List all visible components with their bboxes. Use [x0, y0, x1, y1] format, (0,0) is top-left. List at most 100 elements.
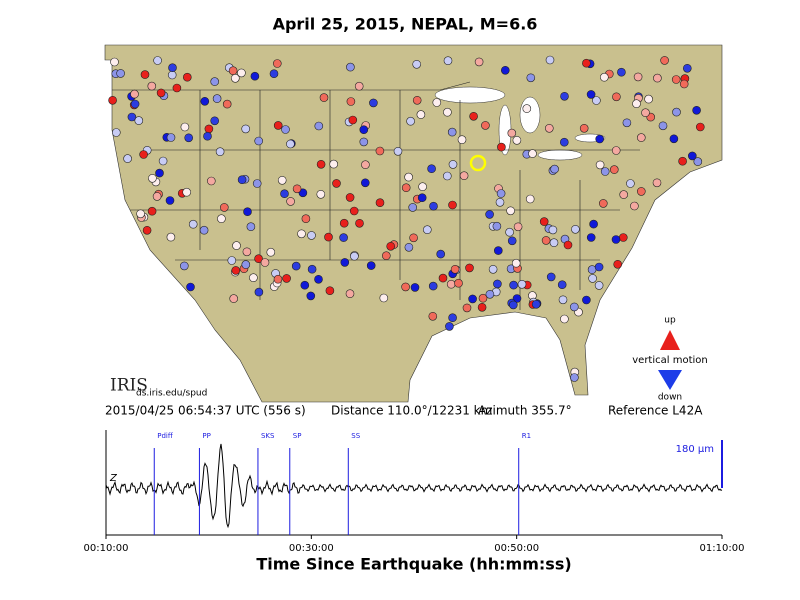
station: [324, 232, 333, 242]
station: [237, 68, 246, 78]
station: [241, 260, 251, 269]
station: [406, 116, 415, 126]
station: [329, 159, 339, 169]
station: [147, 206, 157, 216]
phase-label: SP: [293, 432, 302, 440]
station: [340, 258, 350, 267]
station: [599, 72, 609, 82]
station: [511, 258, 521, 268]
station: [404, 172, 413, 182]
station: [442, 171, 452, 181]
x-tick-label: 00:50:00: [494, 543, 539, 554]
station: [488, 264, 498, 274]
station: [481, 121, 490, 130]
station: [448, 200, 457, 210]
station: [232, 241, 241, 250]
station: [381, 251, 391, 260]
station: [204, 124, 214, 134]
station: [345, 193, 355, 202]
station: [429, 201, 438, 211]
station: [653, 73, 662, 83]
reference: Reference L42A: [608, 404, 703, 418]
station: [563, 240, 573, 250]
station: [412, 60, 422, 69]
station: [546, 272, 556, 282]
land: [104, 44, 723, 403]
azimuth: Azimuth 355.7°: [478, 404, 572, 418]
legend-up: up: [664, 316, 676, 326]
station: [548, 225, 558, 235]
phase-label: R1: [522, 432, 531, 440]
station: [249, 273, 258, 283]
station: [158, 156, 168, 166]
station: [286, 197, 295, 206]
station: [306, 291, 316, 301]
x-axis-label: Time Since Earthquake (hh:mm:ss): [256, 555, 571, 574]
station: [446, 279, 456, 289]
station: [418, 182, 427, 191]
station: [474, 57, 484, 67]
station: [465, 263, 474, 273]
station: [443, 56, 453, 66]
station: [148, 174, 157, 183]
station: [165, 196, 175, 205]
station: [401, 183, 411, 192]
station: [478, 293, 488, 303]
station: [622, 118, 632, 128]
station: [422, 225, 432, 234]
station: [505, 227, 514, 237]
station: [539, 217, 549, 226]
station: [695, 122, 705, 132]
station: [644, 94, 653, 104]
logo: IRIS: [110, 376, 148, 396]
station: [589, 219, 598, 229]
station: [292, 184, 302, 194]
station: [454, 278, 463, 288]
station: [242, 247, 252, 257]
station: [297, 229, 306, 239]
station: [366, 261, 376, 270]
station: [359, 137, 369, 147]
station: [188, 219, 198, 229]
station: [477, 302, 487, 312]
station: [156, 88, 166, 98]
station: [671, 75, 681, 84]
station: [130, 89, 139, 99]
station: [207, 176, 216, 186]
station: [630, 201, 639, 211]
station: [269, 69, 279, 78]
station: [600, 167, 610, 176]
station: [203, 131, 212, 141]
station: [349, 206, 359, 216]
station: [277, 176, 287, 185]
station: [199, 225, 209, 235]
station: [314, 121, 324, 131]
station: [241, 124, 250, 134]
station: [348, 115, 358, 125]
station: [669, 134, 679, 144]
station: [282, 274, 291, 283]
station: [246, 222, 256, 231]
station: [500, 66, 510, 75]
station: [611, 235, 621, 244]
station: [579, 124, 589, 133]
station: [658, 121, 668, 131]
station: [273, 121, 283, 130]
station: [254, 136, 264, 146]
station: [307, 231, 316, 240]
station: [678, 156, 687, 166]
scale-label: 180 µm: [676, 444, 714, 455]
station: [632, 99, 641, 108]
station: [447, 127, 457, 137]
station: [619, 190, 629, 199]
station: [220, 203, 229, 212]
station: [210, 116, 219, 126]
station: [166, 133, 176, 142]
station: [410, 283, 420, 292]
station: [339, 218, 349, 228]
trace: [105, 443, 723, 529]
station: [393, 147, 403, 156]
station: [558, 295, 568, 305]
station: [215, 147, 225, 156]
station: [598, 199, 608, 208]
